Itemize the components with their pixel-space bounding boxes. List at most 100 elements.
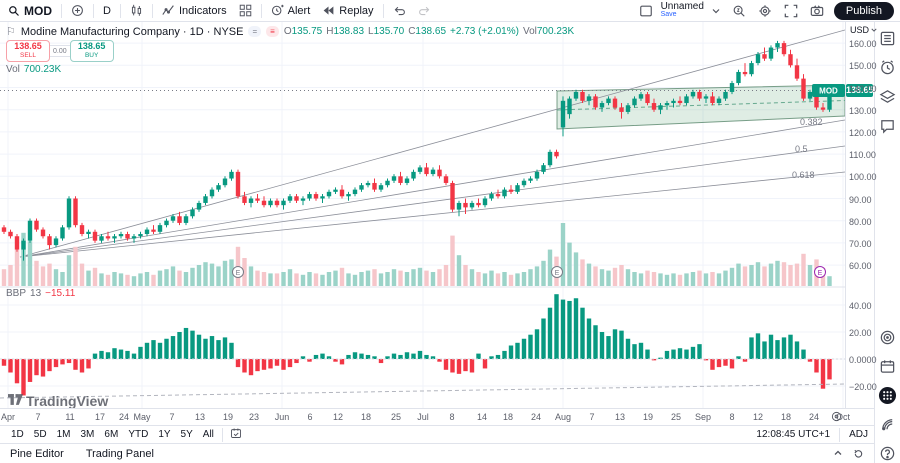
divider <box>61 3 62 18</box>
snapshot-button[interactable] <box>804 1 830 21</box>
range-button-5d[interactable]: 5D <box>29 429 52 440</box>
currency-dropdown[interactable]: USD <box>850 25 877 35</box>
alert-clock-icon <box>271 4 284 17</box>
svg-text:E: E <box>555 270 560 277</box>
symbol-title[interactable]: Modine Manufacturing Company · 1D · NYSE <box>20 25 244 38</box>
time-tick: 19 <box>222 412 234 422</box>
price-tick: 60.00 <box>849 261 872 272</box>
bbp-legend[interactable]: BBP 13 −15.11 <box>6 288 76 299</box>
volume-legend[interactable]: Vol 700.23K <box>6 64 62 75</box>
buy-button[interactable]: 138.65 BUY <box>69 40 114 62</box>
apps-grid-icon[interactable] <box>878 385 898 405</box>
top-toolbar: MOD D Indicators <box>0 0 900 22</box>
chevron-up-icon[interactable] <box>833 445 843 463</box>
layout-name-button[interactable]: Unnamed Save <box>659 0 706 19</box>
svg-text:0.5: 0.5 <box>795 144 808 154</box>
redo-button[interactable] <box>412 1 437 21</box>
time-tick: 13 <box>614 412 626 422</box>
time-tick: 24 <box>530 412 542 422</box>
range-button-all[interactable]: All <box>198 429 219 440</box>
quick-search-button[interactable] <box>726 1 752 21</box>
time-tick-month: Oct <box>835 412 851 422</box>
gear-icon <box>758 4 772 18</box>
watchlist-icon[interactable] <box>878 28 898 48</box>
compare-add-button[interactable] <box>65 1 90 21</box>
price-axis[interactable]: USD 138.65 160.00 150.00 140.00 130.00 120.0… <box>845 22 877 408</box>
indicator-templates-button[interactable] <box>233 1 258 21</box>
price-chart[interactable]: 0.382 0.5 0.618 E E E MOD <box>0 22 845 408</box>
layout-name-label: Unnamed <box>660 0 704 12</box>
help-icon[interactable] <box>878 443 898 463</box>
layout-dropdown-button[interactable] <box>706 1 726 21</box>
footer-item-trading-panel[interactable]: Trading Panel <box>85 447 154 460</box>
price-tick: 70.00 <box>849 238 872 249</box>
fullscreen-button[interactable] <box>778 1 804 21</box>
range-button-ytd[interactable]: YTD <box>123 429 153 440</box>
timezone-gear-icon[interactable] <box>831 411 842 424</box>
interval-label: D <box>103 4 111 17</box>
chat-icon[interactable] <box>878 115 898 135</box>
bbp-tick: 0.0000 <box>849 355 877 365</box>
time-tick: 25 <box>670 412 682 422</box>
undo-button[interactable] <box>387 1 412 21</box>
range-button-3m[interactable]: 3M <box>76 429 100 440</box>
time-tick: 24 <box>808 412 820 422</box>
replay-button[interactable]: Replay <box>316 1 379 21</box>
price-tick: 150.00 <box>849 61 877 72</box>
time-tick: 18 <box>360 412 372 422</box>
date-ranges: 1D 5D 1M 3M 6M YTD 1Y 5Y All <box>6 426 242 444</box>
currency-label: USD <box>850 25 870 35</box>
object-tree-layers-icon[interactable] <box>878 86 898 106</box>
layout-icon <box>639 4 653 18</box>
range-button-1m[interactable]: 1M <box>52 429 76 440</box>
alert-label: Alert <box>287 4 311 17</box>
range-button-5y[interactable]: 5Y <box>176 429 198 440</box>
trade-widget: 138.65 SELL 0.00 138.65 BUY <box>6 40 114 62</box>
svg-text:E: E <box>236 270 241 277</box>
adj-toggle[interactable]: ADJ <box>849 429 868 440</box>
legend-eye-pill[interactable]: = <box>248 26 262 37</box>
calendar-icon[interactable] <box>878 356 898 376</box>
settings-button[interactable] <box>752 1 778 21</box>
indicators-button[interactable]: Indicators <box>156 1 233 21</box>
clock-label[interactable]: 12:08:45 UTC+1 <box>756 429 831 440</box>
symbol-search-button[interactable]: MOD <box>6 1 58 21</box>
save-link: Save <box>660 10 677 18</box>
time-axis[interactable]: Apr 7 11 17 24 May 7 13 19 23 Jun 6 12 18 25 Jul 8 14 18 24… <box>0 408 874 425</box>
range-button-1d[interactable]: 1D <box>6 429 29 440</box>
time-tick: 18 <box>780 412 792 422</box>
time-tick: 18 <box>502 412 514 422</box>
svg-text:E: E <box>818 270 823 277</box>
restore-panel-icon[interactable] <box>853 445 864 463</box>
footer-item-pine-editor[interactable]: Pine Editor <box>10 447 64 460</box>
range-button-1y[interactable]: 1Y <box>153 429 175 440</box>
legend-menu-pill[interactable]: ≡ <box>266 26 279 37</box>
svg-text:MOD: MOD <box>819 86 838 95</box>
time-tick-month: May <box>133 412 151 422</box>
price-tick: 80.00 <box>849 216 872 227</box>
goto-date-icon[interactable] <box>230 426 242 444</box>
broadcast-icon[interactable] <box>878 414 898 434</box>
interval-button[interactable]: D <box>97 1 117 21</box>
divider <box>221 427 223 442</box>
bottom-toolbar: 1D 5D 1M 3M 6M YTD 1Y 5Y All 12:08:45 UTC+1 ADJ <box>0 425 874 443</box>
equals-icon: = <box>252 27 258 36</box>
chart-type-button[interactable] <box>124 1 149 21</box>
sell-button[interactable]: 138.65 SELL <box>6 40 50 62</box>
hotlists-target-icon[interactable] <box>878 327 898 347</box>
last-price-badge: 138.65 <box>846 83 874 97</box>
bbp-tick: 40.00 <box>849 301 872 311</box>
price-tick: 160.00 <box>849 39 877 50</box>
chart-area: 0.382 0.5 0.618 E E E MOD USD 138.65 160.00 150… <box>0 22 877 409</box>
range-button-6m[interactable]: 6M <box>99 429 123 440</box>
time-tick-month: Aug <box>554 412 572 422</box>
bbp-tick: 20.00 <box>849 328 872 338</box>
alerts-clock-icon[interactable] <box>878 57 898 77</box>
publish-button[interactable]: Publish <box>833 1 894 20</box>
layout-button[interactable] <box>633 1 659 21</box>
time-tick: 19 <box>642 412 654 422</box>
alert-button[interactable]: Alert <box>265 1 317 21</box>
time-tick: 8 <box>729 412 735 422</box>
time-tick: 11 <box>65 412 75 422</box>
